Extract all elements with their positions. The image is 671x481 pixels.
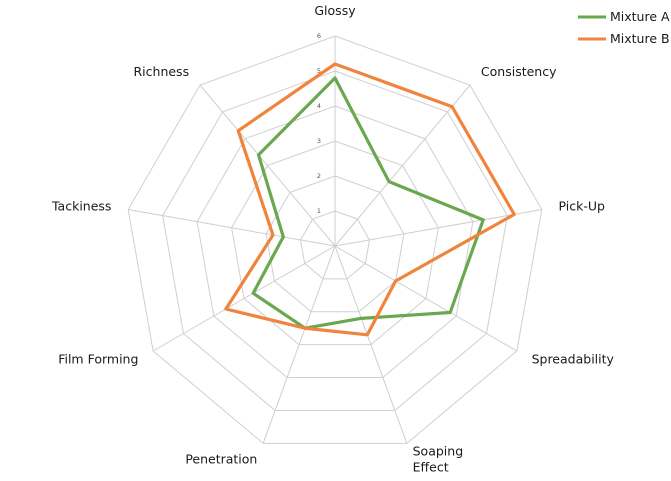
tick-label-2: 2 xyxy=(317,172,321,180)
legend-label-mixture-a: Mixture A xyxy=(610,9,670,24)
axis-label-spreadability: Spreadability xyxy=(532,352,615,367)
grid-ring-6 xyxy=(127,35,543,444)
tick-label-3: 3 xyxy=(317,137,321,145)
legend-label-mixture-b: Mixture B xyxy=(610,31,670,46)
series-line-mixture-b xyxy=(224,62,516,337)
axis-label-tackiness: Tackiness xyxy=(51,199,111,214)
axis-label-pick-up: Pick-Up xyxy=(559,199,606,214)
legend-item-mixture-a: Mixture A xyxy=(578,9,670,24)
tick-label-4: 4 xyxy=(317,102,321,110)
spoke-tackiness xyxy=(128,209,336,247)
tick-label-5: 5 xyxy=(317,67,321,75)
grid-ring-3 xyxy=(231,140,439,346)
axis-label-film-forming: Film Forming xyxy=(58,352,138,367)
legend: Mixture A Mixture B xyxy=(578,9,670,46)
series-line-mixture-a xyxy=(251,76,485,330)
axis-label-penetration: Penetration xyxy=(185,451,257,466)
spoke-film-forming xyxy=(152,245,336,352)
spoke-spreadability xyxy=(334,245,518,352)
tick-label-6: 6 xyxy=(317,32,321,40)
spoke-consistency xyxy=(334,84,471,247)
tick-label-1: 1 xyxy=(317,207,321,215)
spoke-soaping-effect xyxy=(334,245,408,444)
series-lines xyxy=(224,62,516,337)
axis-label-consistency: Consistency xyxy=(481,64,557,79)
axis-label-glossy: Glossy xyxy=(314,3,356,18)
axis-label-richness: Richness xyxy=(133,64,189,79)
tick-labels: 1 2 3 4 5 6 xyxy=(317,32,321,215)
axis-labels: Glossy Consistency Pick-Up Spreadability Soa… xyxy=(51,3,615,474)
spoke-richness xyxy=(199,84,336,247)
spoke-pick-up xyxy=(334,209,542,247)
grid-ring-5 xyxy=(162,70,508,411)
grid-ring-2 xyxy=(265,175,405,313)
axis-label-soaping-effect: Soaping Effect xyxy=(413,443,464,474)
grid xyxy=(127,35,543,444)
grid-ring-1 xyxy=(300,210,370,280)
grid-ring-4 xyxy=(196,105,474,379)
legend-item-mixture-b: Mixture B xyxy=(578,31,670,46)
spoke-penetration xyxy=(262,245,336,444)
